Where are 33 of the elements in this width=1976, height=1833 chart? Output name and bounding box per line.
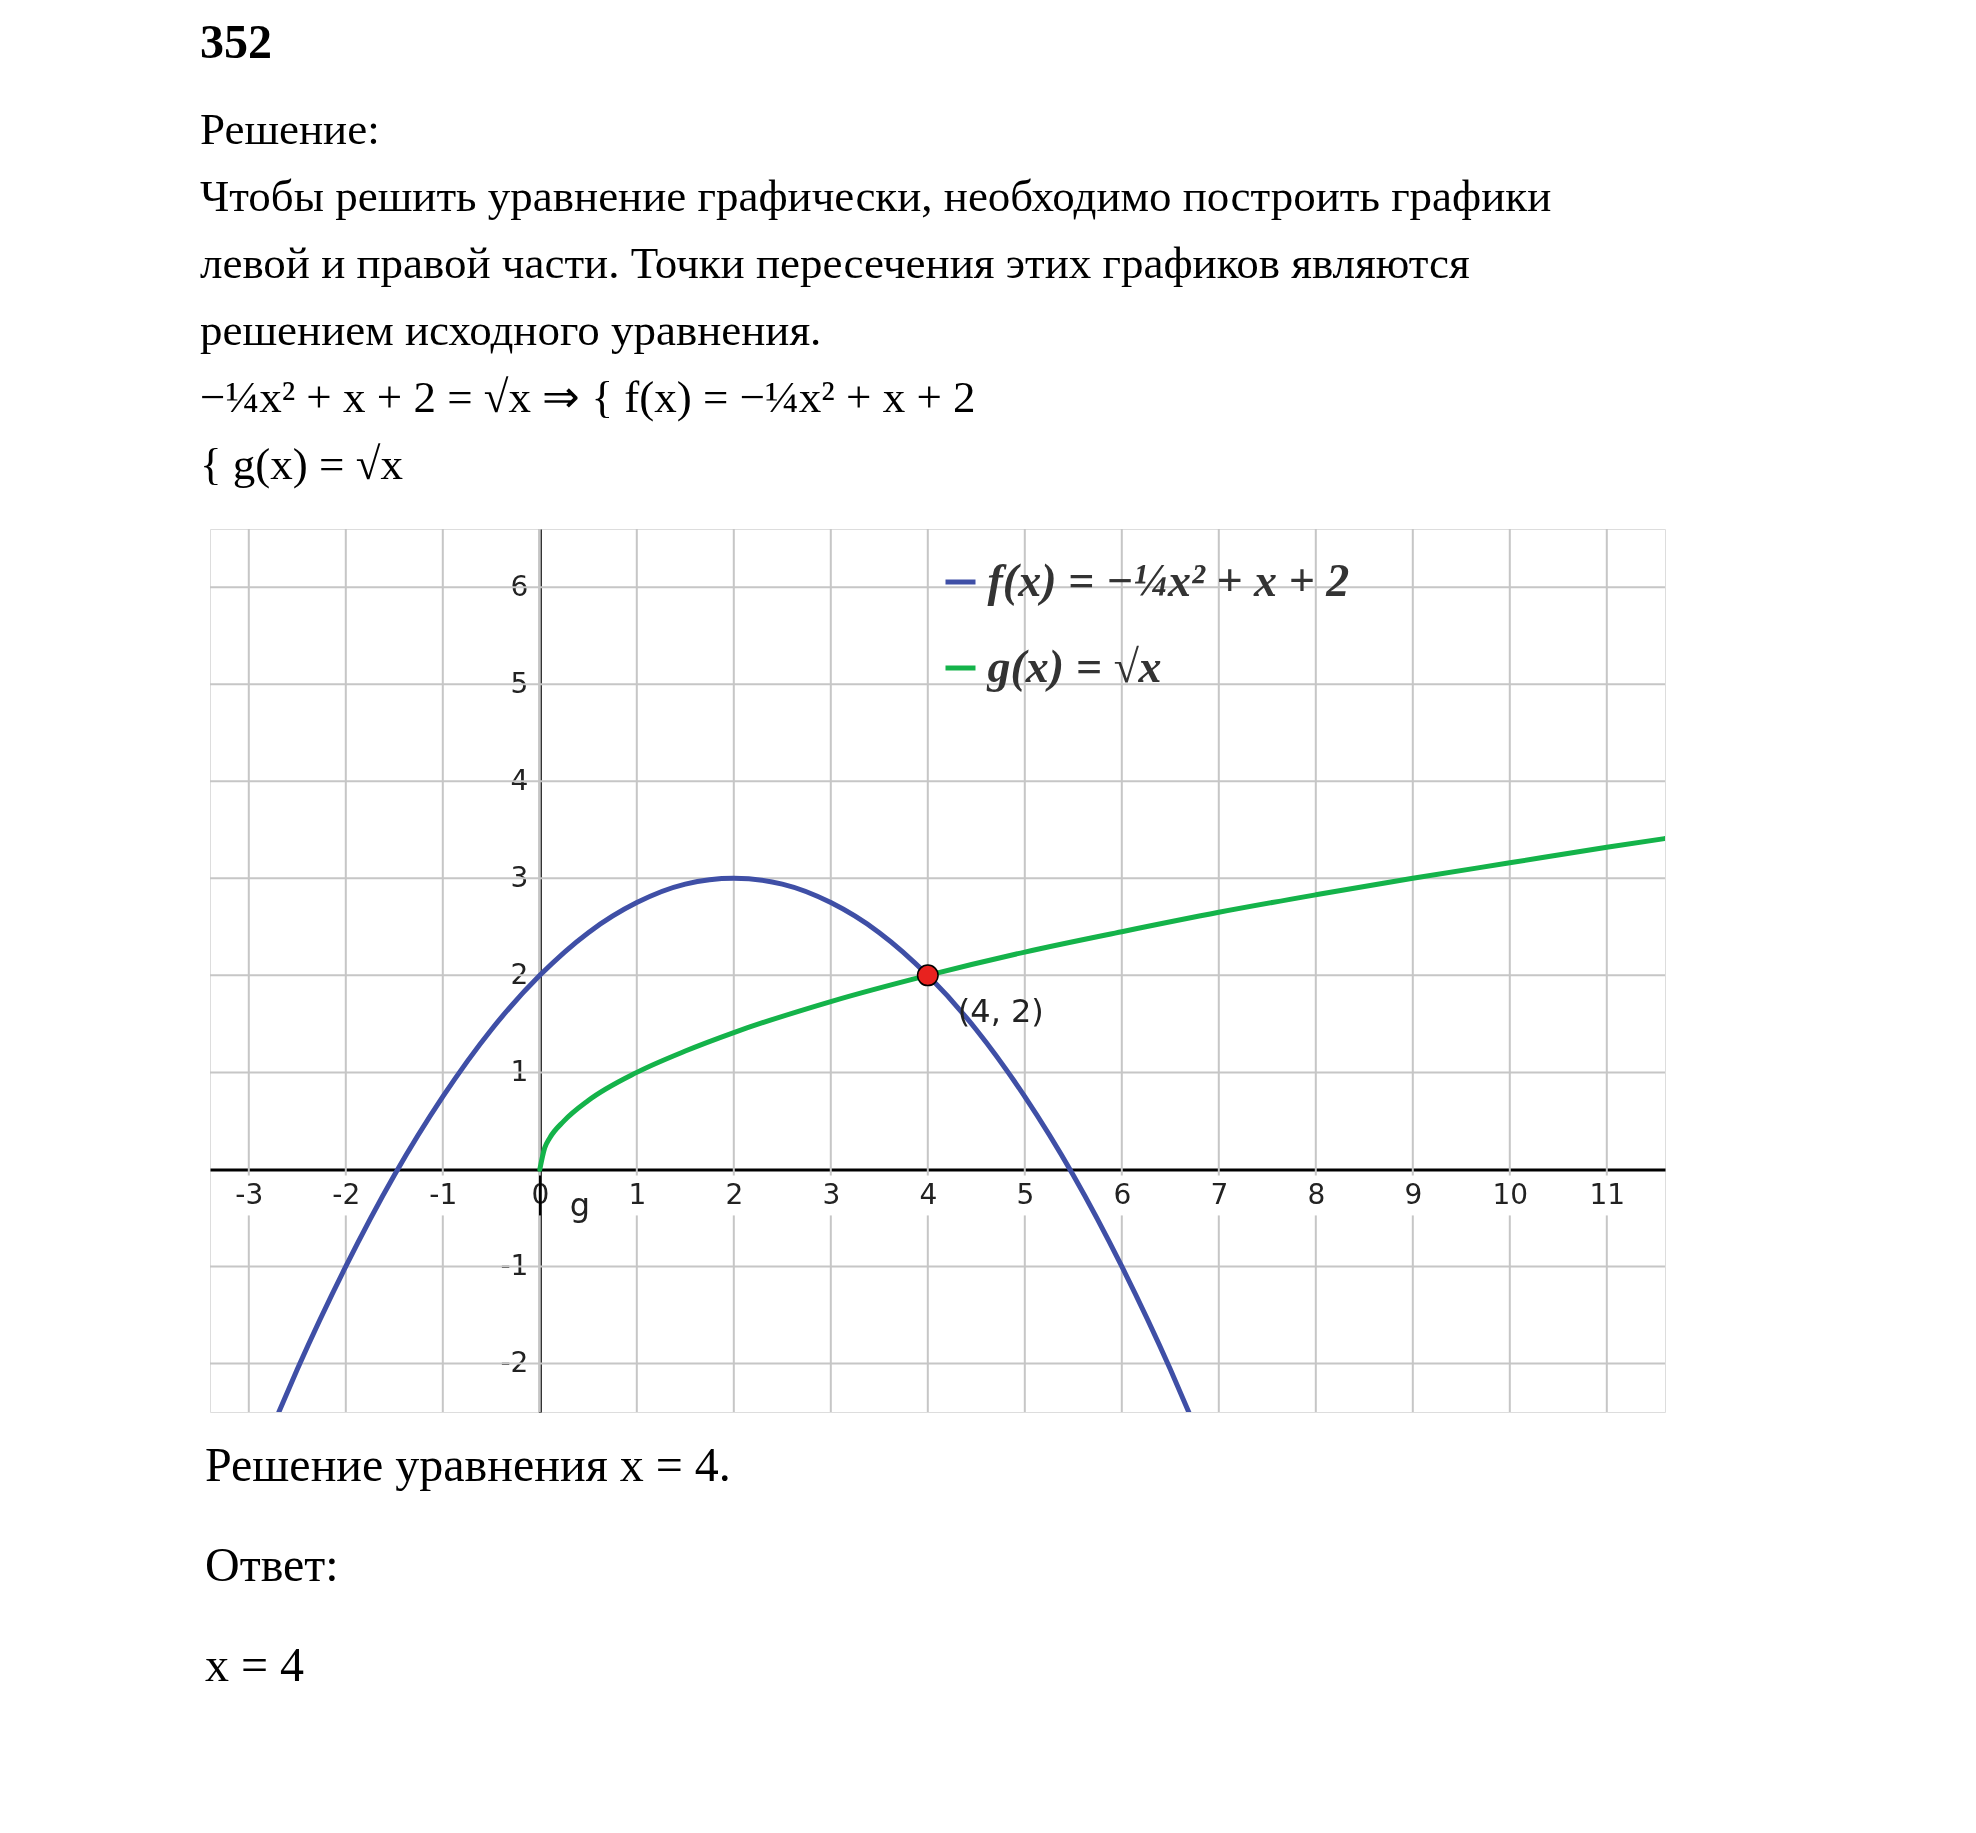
x-tick-label: 3: [822, 1177, 841, 1211]
legend-label: g(x) = √x: [986, 641, 1162, 692]
x-tick-label: 9: [1404, 1177, 1423, 1211]
x-tick-label: 4: [919, 1177, 938, 1211]
y-tick-label: 5: [510, 666, 529, 700]
text: Решение:: [200, 104, 380, 154]
text: Ответ:: [205, 1538, 339, 1591]
y-tick-label: 3: [510, 860, 529, 894]
x-tick-label: 8: [1307, 1177, 1326, 1211]
x-tick-label: -3: [235, 1177, 264, 1211]
y-tick-label: 2: [510, 957, 529, 991]
y-tick-label: 1: [510, 1054, 529, 1088]
text: { g(x) = √x: [200, 439, 403, 489]
text: x = 4: [205, 1638, 305, 1691]
x-tick-label: 5: [1016, 1177, 1035, 1211]
x-tick-label: 7: [1210, 1177, 1229, 1211]
text: −¼x² + x + 2 = √x ⇒ { f(x) = −¼x² + x + 2: [200, 372, 976, 422]
x-tick-label: 6: [1113, 1177, 1132, 1211]
x-tick-label: -1: [429, 1177, 458, 1211]
text: левой и правой части. Точки пересечения этих графиков являются: [200, 238, 1470, 288]
chart-title: 352: [200, 15, 272, 68]
y-tick-label: 6: [510, 569, 529, 603]
text: Решение уравнения x = 4.: [205, 1438, 731, 1491]
x-tick-label: -2: [332, 1177, 361, 1211]
x-tick-label: 1: [628, 1177, 647, 1211]
annotation: (4, 2): [957, 992, 1044, 1031]
x-tick-label: 2: [725, 1177, 744, 1211]
x-tick-label: 11: [1589, 1177, 1626, 1211]
annotation: g: [569, 1186, 591, 1225]
text: решением исходного уравнения.: [200, 305, 822, 355]
legend-label: f(x) = −¼x² + x + 2: [987, 555, 1350, 606]
text: Чтобы решить уравнение графически, необходимо построить графики: [200, 171, 1552, 221]
x-tick-label: 10: [1492, 1177, 1529, 1211]
